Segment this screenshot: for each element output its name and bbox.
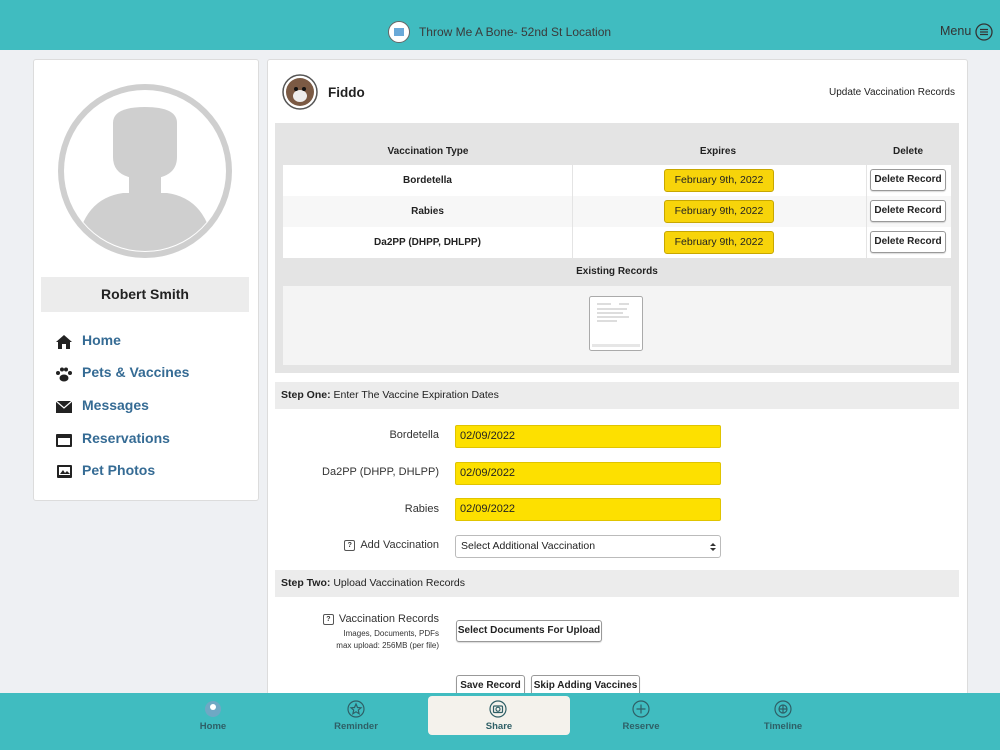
tab-icons	[205, 700, 792, 718]
step-label: Step Two:	[281, 577, 331, 589]
delete-button[interactable]: Delete Record	[870, 231, 946, 253]
divider	[866, 196, 867, 227]
table-row: Da2PP (DHPP, DHLPP) February 9th, 2022 D…	[283, 227, 951, 258]
help-icon[interactable]: ?	[344, 540, 356, 551]
step-text: Upload Vaccination Records	[333, 577, 466, 589]
avatar	[58, 84, 232, 258]
expires-badge: February 9th, 2022	[664, 169, 774, 192]
tab-timeline[interactable]: Timeline	[763, 721, 803, 732]
field-label: Da2PP (DHPP, DHLPP)	[322, 466, 439, 478]
tab-reserve[interactable]: Reserve	[622, 721, 660, 732]
user-name: Robert Smith	[41, 277, 249, 312]
record-thumbnail[interactable]	[589, 296, 643, 351]
table-header: Delete	[892, 146, 923, 157]
upload-button[interactable]: Select Documents For Upload	[456, 620, 602, 642]
nav-icons	[55, 335, 73, 478]
select-arrows	[710, 543, 716, 551]
menu-label[interactable]: Menu	[940, 24, 972, 38]
date-input[interactable]: 02/09/2022	[455, 462, 721, 485]
expires-badge: February 9th, 2022	[664, 200, 774, 223]
tab-home[interactable]: Home	[199, 721, 227, 732]
vaccine-type: Rabies	[283, 196, 573, 227]
field-label: Rabies	[404, 503, 439, 515]
upload-hint: Images, Documents, PDFs	[343, 629, 439, 638]
step-text: Enter The Vaccine Expiration Dates	[333, 389, 499, 401]
tab-share[interactable]: Share	[485, 721, 513, 732]
add-label: Add Vaccination	[360, 539, 439, 551]
step-two-bar: Step Two: Upload Vaccination Records	[275, 570, 959, 597]
header	[0, 0, 1000, 50]
delete-button[interactable]: Delete Record	[870, 200, 946, 222]
upload-hint: max upload: 256MB (per file)	[336, 641, 439, 650]
delete-button[interactable]: Delete Record	[870, 169, 946, 191]
select-text: Select Additional Vaccination	[461, 540, 596, 552]
existing-records-title: Existing Records	[576, 266, 658, 277]
step-label: Step One:	[281, 389, 331, 401]
table-header: Vaccination Type	[387, 146, 469, 157]
nav-messages[interactable]: Messages	[82, 397, 149, 413]
divider	[866, 165, 867, 196]
table-header: Expires	[699, 146, 737, 157]
logo	[388, 21, 410, 43]
vaccination-select[interactable]: Select Additional Vaccination	[455, 535, 721, 558]
add-vaccination-label: ? Add Vaccination	[139, 539, 439, 551]
divider	[866, 227, 867, 258]
menu-icon[interactable]	[975, 23, 993, 41]
date-input[interactable]: 02/09/2022	[455, 498, 721, 521]
field-label: Bordetella	[389, 429, 439, 441]
nav-reservations[interactable]: Reservations	[82, 430, 170, 446]
table-row: Rabies February 9th, 2022 Delete Record	[283, 196, 951, 227]
date-input[interactable]: 02/09/2022	[455, 425, 721, 448]
table-row: Bordetella February 9th, 2022 Delete Rec…	[283, 165, 951, 196]
page-action: Update Vaccination Records	[829, 87, 955, 98]
active-tab	[428, 696, 570, 735]
expires-badge: February 9th, 2022	[664, 231, 774, 254]
pet-name: Fiddo	[328, 85, 365, 100]
vaccine-type: Da2PP (DHPP, DHLPP)	[283, 227, 573, 258]
upload-label: ? Vaccination Records	[139, 613, 439, 625]
pet-avatar	[282, 74, 318, 110]
vaccine-type: Bordetella	[283, 165, 573, 196]
header-title: Throw Me A Bone- 52nd St Location	[418, 25, 612, 39]
nav-pets[interactable]: Pets & Vaccines	[82, 364, 190, 380]
help-icon[interactable]: ?	[322, 614, 334, 625]
step-one-bar: Step One: Enter The Vaccine Expiration D…	[275, 382, 959, 409]
nav-photos[interactable]: Pet Photos	[82, 462, 156, 478]
upload-field-label: Vaccination Records	[338, 613, 439, 625]
nav-home[interactable]: Home	[82, 332, 121, 348]
tab-reminder[interactable]: Reminder	[334, 721, 378, 732]
